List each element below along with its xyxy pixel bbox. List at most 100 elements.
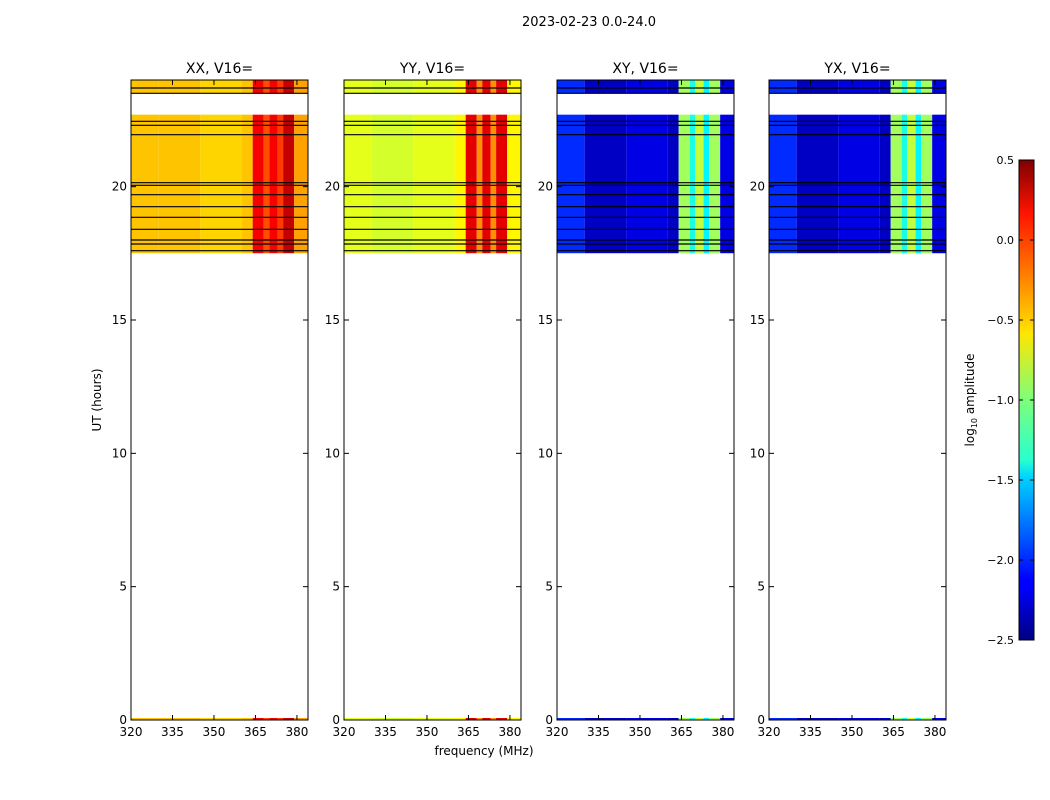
panels-group: XX, V16= 0 5 10 15 20 320 335 350 365 380 YY, V16= 0… [112, 61, 947, 739]
heatmap-cell-edge [507, 718, 521, 720]
y-tick-label: 10 [112, 446, 127, 460]
heatmap-cell-edge [689, 718, 696, 720]
heatmap-cell-edge [907, 718, 916, 720]
heatmap-cell-edge [277, 718, 284, 720]
x-tick-label: 380 [285, 725, 308, 739]
colorbar-tick-label: −1.5 [987, 474, 1014, 487]
missing-data-gap [344, 93, 521, 115]
heatmap-cell [490, 80, 497, 254]
heatmap-cell-edge [263, 718, 270, 720]
heatmap-cell [241, 80, 253, 254]
x-tick-label: 380 [711, 725, 734, 739]
y-tick-label: 5 [332, 580, 340, 594]
heatmap-cell-edge [200, 718, 242, 720]
y-tick-label: 20 [112, 180, 127, 194]
heatmap-cell [269, 80, 278, 254]
heatmap-cell-edge [413, 718, 455, 720]
y-tick-label: 10 [750, 446, 765, 460]
heatmap-cell [482, 80, 491, 254]
missing-data-gap [769, 93, 946, 115]
heatmap-cell-edge [490, 718, 497, 720]
heatmap-cell-edge [584, 718, 627, 720]
colorbar-label: log10 amplitude [963, 354, 979, 447]
heatmap-cell [263, 80, 270, 254]
x-tick-label: 365 [670, 725, 693, 739]
panel-title: YX, V16= [823, 61, 890, 77]
x-tick-label: 335 [799, 725, 822, 739]
x-tick-label: 350 [203, 725, 226, 739]
heatmap-cell-edge [269, 718, 278, 720]
x-tick-label: 320 [120, 725, 143, 739]
heatmap-cell [496, 80, 508, 254]
y-tick-label: 0 [545, 713, 553, 727]
heatmap-cell-edge [344, 718, 372, 720]
colorbar-tick-label: −0.5 [987, 314, 1014, 327]
panel-3: XY, V16= 0 5 10 15 20 320 335 350 365 380 [538, 61, 735, 739]
heatmap-cell-edge [915, 718, 922, 720]
heatmap-cell-edge [796, 718, 839, 720]
x-tick-label: 365 [244, 725, 267, 739]
heatmap-cell-edge [131, 718, 159, 720]
y-tick-label: 0 [332, 713, 340, 727]
missing-data-gap [557, 253, 734, 721]
heatmap-cell-edge [626, 718, 668, 720]
y-tick-label: 15 [750, 313, 765, 327]
x-tick-label: 365 [457, 725, 480, 739]
heatmap-cell [678, 80, 690, 254]
colorbar-tick-label: 0.5 [997, 154, 1015, 167]
y-tick-label: 5 [119, 580, 127, 594]
y-tick-label: 15 [325, 313, 340, 327]
panel-4: YX, V16= 0 5 10 15 20 320 335 350 365 380 [750, 61, 947, 739]
heatmap-cell [703, 80, 710, 254]
heatmap-cell [720, 80, 734, 254]
colorbar-tick-label: 0.0 [997, 234, 1015, 247]
heatmap-cell [277, 80, 284, 254]
plot-frame [343, 79, 522, 721]
x-tick-label: 380 [923, 725, 946, 739]
missing-data-gap [131, 253, 308, 721]
heatmap-cell-edge [476, 718, 483, 720]
x-tick-label: 320 [546, 725, 569, 739]
heatmap-cell [695, 80, 704, 254]
heatmap-cell-edge [482, 718, 491, 720]
heatmap-cell [901, 80, 908, 254]
x-tick-label: 335 [374, 725, 397, 739]
y-tick-label: 10 [325, 446, 340, 460]
missing-data-gap [557, 93, 734, 115]
heatmap-cell-edge [557, 718, 585, 720]
heatmap-cell [915, 80, 922, 254]
y-axis-label: UT (hours) [90, 368, 104, 431]
x-tick-label: 335 [161, 725, 184, 739]
heatmap-cell-edge [709, 718, 721, 720]
heatmap-cell-edge [667, 718, 679, 720]
y-tick-label: 0 [119, 713, 127, 727]
heatmap-cell-edge [283, 718, 295, 720]
heatmap-cell-edge [879, 718, 891, 720]
colorbar-tick-label: −1.0 [987, 394, 1014, 407]
x-tick-label: 350 [629, 725, 652, 739]
heatmap-cell-edge [371, 718, 414, 720]
y-tick-label: 5 [545, 580, 553, 594]
x-tick-label: 350 [841, 725, 864, 739]
heatmap-cell-edge [454, 718, 466, 720]
x-tick-label: 335 [587, 725, 610, 739]
heatmap-cell [890, 80, 902, 254]
heatmap-cell-edge [678, 718, 690, 720]
heatmap-cell [932, 80, 946, 254]
plot-frame [130, 79, 309, 721]
y-tick-label: 15 [538, 313, 553, 327]
colorbar-ticks: 0.5 0.0 −0.5 −1.0 −1.5 −2.0 −2.5 [987, 154, 1034, 647]
heatmap-cell [907, 80, 916, 254]
heatmap-cell-edge [901, 718, 908, 720]
missing-data-gap [769, 253, 946, 721]
x-axis-label: frequency (MHz) [434, 744, 533, 758]
heatmap-cell-edge [496, 718, 508, 720]
heatmap-cell [283, 80, 295, 254]
x-tick-label: 320 [758, 725, 781, 739]
heatmap-cell [689, 80, 696, 254]
panel-title: XY, V16= [612, 61, 678, 77]
colorbar-tick-label: −2.5 [987, 634, 1014, 647]
y-tick-label: 20 [538, 180, 553, 194]
missing-data-gap [131, 93, 308, 115]
